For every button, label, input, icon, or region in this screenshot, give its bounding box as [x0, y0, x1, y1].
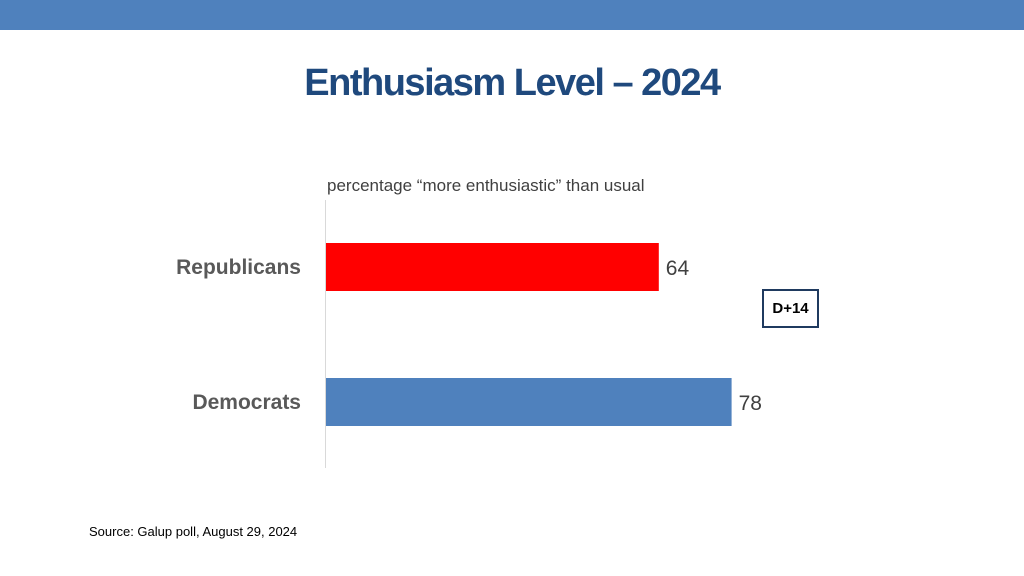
difference-badge: D+14	[762, 289, 819, 328]
bar-republicans	[326, 243, 659, 291]
category-label-democrats: Democrats	[192, 391, 301, 414]
top-accent-bar	[0, 0, 1024, 30]
bar-democrats	[326, 378, 732, 426]
chart-subtitle: percentage “more enthusiastic” than usua…	[327, 176, 645, 195]
value-label-democrats: 78	[739, 392, 762, 415]
value-label-republicans: 64	[666, 257, 690, 280]
category-label-republicans: Republicans	[176, 256, 301, 279]
page-title: Enthusiasm Level – 2024	[304, 62, 721, 104]
source-note: Source: Galup poll, August 29, 2024	[89, 524, 298, 539]
